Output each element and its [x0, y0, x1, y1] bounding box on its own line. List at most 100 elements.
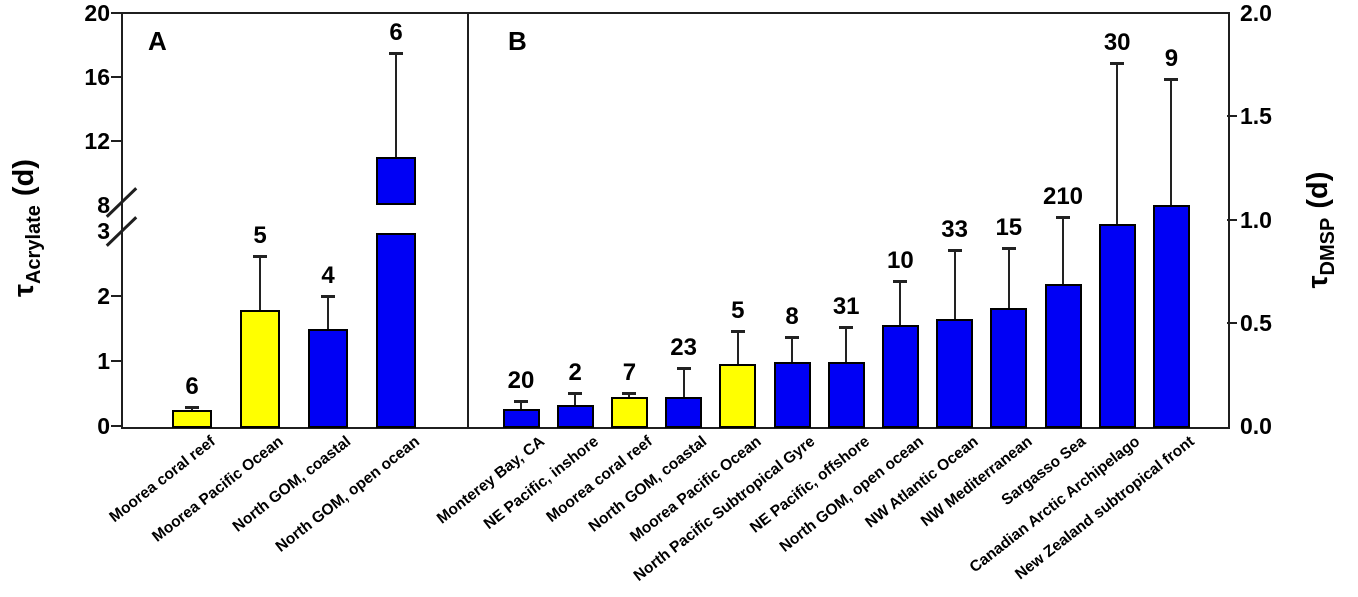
n-count-label: 8: [785, 303, 799, 331]
bar: [556, 405, 594, 428]
error-bar-cap: [253, 254, 267, 258]
left-y-tick: [111, 140, 121, 142]
axis-break-mark: [105, 187, 138, 218]
bar: [502, 409, 540, 428]
plot-frame: [121, 12, 1230, 429]
bar: [881, 324, 919, 428]
bar-segment-upper: [376, 157, 416, 205]
n-count-label: 5: [253, 221, 267, 249]
error-bar-stem: [259, 255, 261, 311]
error-bar-cap: [321, 295, 335, 298]
left-y-tick-label: 0: [97, 413, 110, 439]
left-y-tick: [111, 76, 121, 78]
left-y-tick: [111, 12, 121, 14]
n-count-label: 20: [507, 367, 535, 395]
panel-a-letter: A: [148, 26, 167, 56]
error-bar-stem: [845, 326, 848, 362]
error-bar-cap: [730, 330, 745, 333]
bar: [990, 308, 1028, 428]
right-y-tick: [1227, 115, 1237, 118]
error-bar-cap: [1001, 247, 1016, 251]
left-y-tick: [111, 425, 121, 427]
bar: [1044, 283, 1082, 428]
left-y-tick-label: 3: [97, 218, 110, 244]
bar-segment-lower: [376, 233, 416, 428]
right-y-tick-label: 2.0: [1240, 0, 1272, 26]
n-count-label: 23: [670, 334, 697, 362]
right-y-tick-label: 1.0: [1240, 206, 1272, 233]
bar: [610, 397, 648, 428]
error-bar-cap: [514, 400, 528, 404]
bar: [665, 397, 703, 428]
error-bar-cap: [185, 405, 199, 409]
bar: [1152, 205, 1190, 428]
left-y-tick-label: 20: [84, 0, 110, 26]
n-count-label: 6: [389, 19, 403, 46]
left-y-tick-label: 16: [84, 64, 110, 90]
left-y-tick: [111, 360, 121, 362]
error-bar-stem: [791, 337, 793, 362]
bar: [1098, 223, 1136, 428]
panel-b-letter: B: [508, 26, 527, 56]
n-count-label: 5: [731, 297, 745, 324]
left-y-tick-label: 12: [84, 128, 110, 154]
n-count-label: 33: [941, 216, 968, 244]
error-bar-cap: [1164, 78, 1179, 82]
error-bar-stem: [1062, 217, 1064, 284]
bar: [308, 328, 348, 428]
bar: [719, 364, 757, 428]
error-bar-stem: [395, 53, 397, 157]
error-bar-stem: [899, 281, 902, 325]
error-bar-stem: [574, 392, 577, 406]
bar: [827, 361, 865, 428]
n-count-label: 210: [1042, 183, 1084, 211]
error-bar-cap: [1056, 216, 1070, 220]
right-y-tick-label: 1.5: [1240, 103, 1272, 130]
error-bar-stem: [1116, 62, 1119, 224]
n-count-label: 31: [832, 292, 860, 320]
panel-divider-line: [467, 12, 469, 428]
left-y-tick-label: 2: [97, 283, 110, 309]
right-y-tick: [1227, 321, 1237, 324]
n-count-label: 15: [995, 214, 1023, 242]
error-bar-cap: [947, 249, 962, 253]
n-count-label: 10: [887, 247, 914, 275]
error-bar-cap: [676, 367, 691, 371]
error-bar-stem: [953, 250, 956, 319]
error-bar-cap: [389, 52, 403, 55]
left-y-tick-label: 1: [97, 348, 110, 374]
error-bar-stem: [1170, 79, 1173, 206]
error-bar-cap: [893, 280, 908, 284]
error-bar-cap: [839, 325, 854, 329]
n-count-label: 6: [185, 372, 199, 400]
x-category-label: Moorea Pacific Ocean: [149, 433, 287, 546]
error-bar-cap: [1110, 61, 1125, 65]
n-count-label: 9: [1164, 45, 1179, 73]
n-count-label: 7: [622, 358, 637, 386]
bar: [172, 409, 212, 428]
bar: [240, 310, 280, 428]
error-bar-stem: [1007, 248, 1010, 309]
n-count-label: 2: [568, 358, 582, 386]
right-y-tick-label: 0.0: [1240, 413, 1272, 439]
error-bar-stem: [327, 296, 329, 329]
error-bar-stem: [628, 392, 631, 398]
bar: [936, 318, 974, 428]
left-y-tick-label: 8: [97, 192, 110, 218]
right-y-tick-label: 0.5: [1240, 309, 1272, 336]
x-category-label: North GOM, coastal: [229, 433, 355, 536]
n-count-label: 4: [321, 262, 335, 289]
left-y-tick: [111, 295, 121, 297]
error-bar-cap: [568, 391, 583, 395]
error-bar-stem: [520, 401, 522, 410]
error-bar-cap: [785, 336, 799, 340]
error-bar-stem: [736, 331, 739, 365]
error-bar-cap: [622, 391, 637, 395]
right-y-tick: [1227, 218, 1237, 221]
bar: [773, 361, 811, 428]
axis-break-mark: [105, 216, 138, 247]
error-bar-stem: [682, 368, 685, 398]
n-count-label: 30: [1103, 28, 1131, 56]
